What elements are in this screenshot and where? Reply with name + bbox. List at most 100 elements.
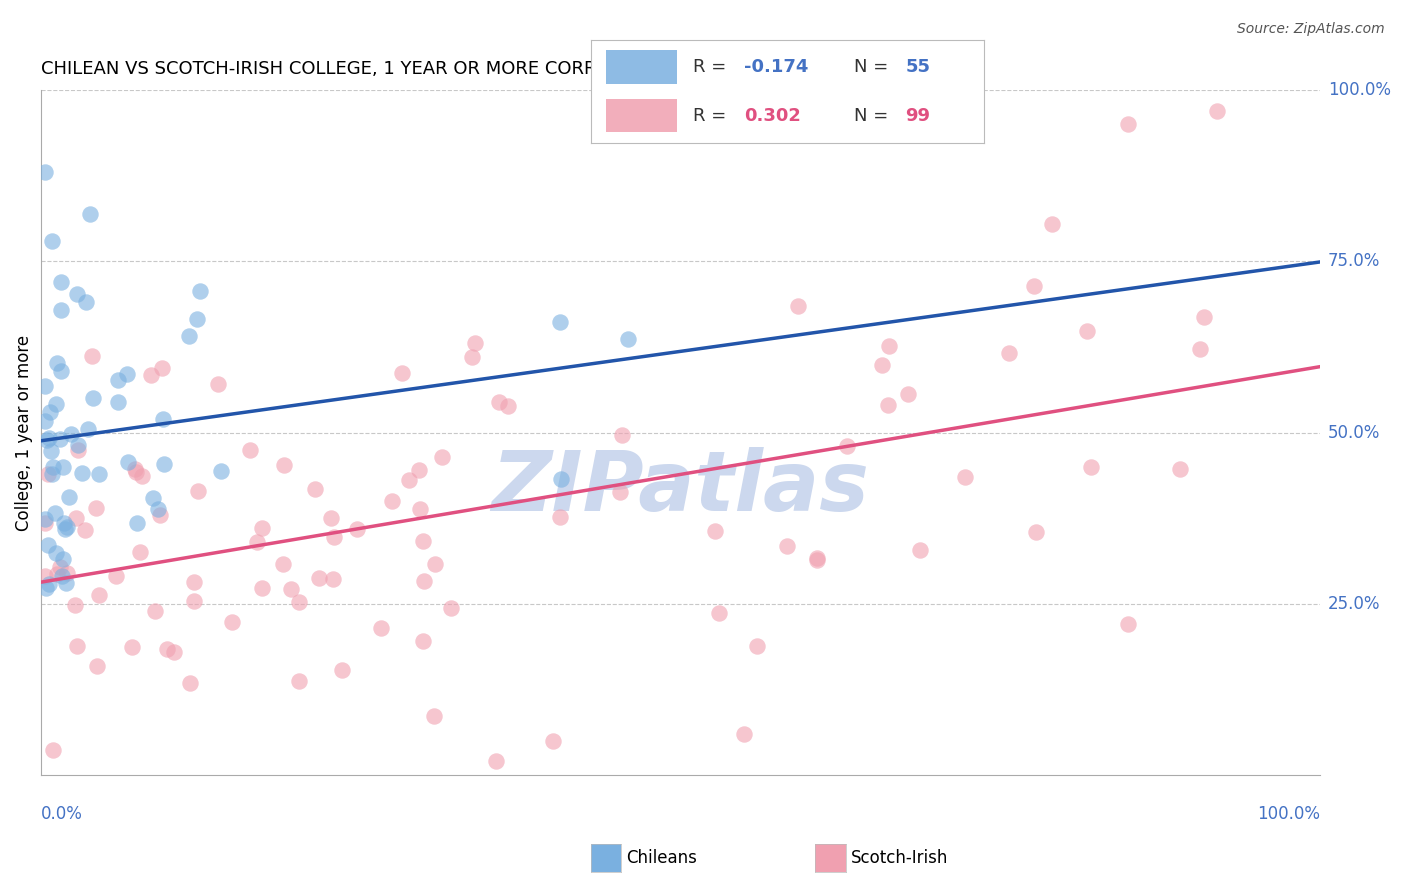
Point — [65, 599, 87, 613]
Y-axis label: College, 1 year or more: College, 1 year or more — [15, 334, 32, 531]
Point — [877, 398, 900, 412]
Point — [319, 511, 342, 525]
Point — [66, 438, 89, 452]
Point — [464, 336, 486, 351]
Point — [488, 394, 510, 409]
Point — [432, 450, 454, 464]
Point — [51, 303, 73, 318]
Point — [34, 379, 56, 393]
Point — [49, 432, 72, 446]
Point — [997, 346, 1019, 360]
Point — [806, 550, 828, 565]
Point — [183, 594, 205, 608]
Text: 100.0%: 100.0% — [1257, 805, 1320, 823]
Point — [53, 522, 76, 536]
Point — [877, 338, 900, 352]
Text: 0.0%: 0.0% — [41, 805, 83, 823]
Point — [82, 391, 104, 405]
Point — [75, 294, 97, 309]
Text: 0.302: 0.302 — [744, 106, 801, 125]
Bar — [606, 99, 678, 132]
Point — [408, 463, 430, 477]
Point — [127, 516, 149, 531]
Point — [152, 412, 174, 426]
Point — [45, 356, 67, 370]
Point — [425, 557, 447, 571]
Point — [1040, 217, 1063, 231]
Point — [412, 534, 434, 549]
Point — [188, 285, 211, 299]
Text: 55: 55 — [905, 58, 931, 77]
Point — [115, 367, 138, 381]
Point — [776, 539, 799, 553]
Point — [548, 315, 571, 329]
Point — [86, 658, 108, 673]
Text: CHILEAN VS SCOTCH-IRISH COLLEGE, 1 YEAR OR MORE CORRELATION CHART: CHILEAN VS SCOTCH-IRISH COLLEGE, 1 YEAR … — [41, 60, 740, 78]
Point — [131, 469, 153, 483]
Point — [541, 733, 564, 747]
Point — [179, 676, 201, 690]
Point — [142, 491, 165, 505]
Point — [745, 639, 768, 653]
Point — [409, 502, 432, 516]
Point — [485, 754, 508, 768]
Point — [49, 364, 72, 378]
Text: Source: ZipAtlas.com: Source: ZipAtlas.com — [1237, 22, 1385, 37]
Point — [273, 557, 295, 571]
Point — [461, 351, 484, 365]
Point — [239, 442, 262, 457]
Point — [548, 509, 571, 524]
Point — [139, 368, 162, 382]
Point — [1188, 342, 1211, 356]
Point — [550, 472, 572, 486]
Point — [398, 473, 420, 487]
Point — [117, 455, 139, 469]
Point — [59, 427, 82, 442]
Point — [45, 546, 67, 560]
Point — [304, 482, 326, 496]
Point — [124, 462, 146, 476]
Point — [156, 641, 179, 656]
Point — [609, 484, 631, 499]
Point — [709, 607, 731, 621]
Point — [308, 571, 330, 585]
Point — [44, 506, 66, 520]
Point — [87, 588, 110, 602]
Point — [35, 433, 58, 447]
Point — [786, 299, 808, 313]
Point — [41, 443, 63, 458]
Point — [121, 640, 143, 655]
Text: ZIPatlas: ZIPatlas — [492, 447, 869, 528]
Point — [346, 522, 368, 536]
Point — [52, 460, 75, 475]
Point — [252, 521, 274, 535]
Text: N =: N = — [855, 106, 894, 125]
Point — [835, 439, 858, 453]
Point — [246, 534, 269, 549]
Text: 99: 99 — [905, 106, 931, 125]
Point — [413, 574, 436, 588]
Point — [66, 443, 89, 458]
Point — [107, 373, 129, 387]
Point — [37, 467, 59, 482]
Point — [52, 516, 75, 530]
Point — [1076, 324, 1098, 338]
Point — [806, 553, 828, 567]
Point — [37, 538, 59, 552]
Text: 50.0%: 50.0% — [1329, 424, 1381, 442]
Point — [45, 397, 67, 411]
Point — [55, 575, 77, 590]
Point — [84, 500, 107, 515]
Point — [183, 574, 205, 589]
Point — [34, 512, 56, 526]
Point — [104, 569, 127, 583]
Bar — [606, 50, 678, 84]
Point — [65, 510, 87, 524]
Text: R =: R = — [693, 58, 733, 77]
Point — [49, 276, 72, 290]
Point — [380, 494, 402, 508]
Point — [52, 551, 75, 566]
Point — [412, 634, 434, 648]
Point — [897, 386, 920, 401]
Point — [391, 366, 413, 380]
